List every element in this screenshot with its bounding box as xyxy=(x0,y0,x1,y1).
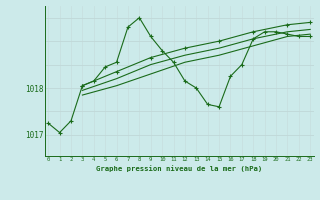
X-axis label: Graphe pression niveau de la mer (hPa): Graphe pression niveau de la mer (hPa) xyxy=(96,165,262,172)
